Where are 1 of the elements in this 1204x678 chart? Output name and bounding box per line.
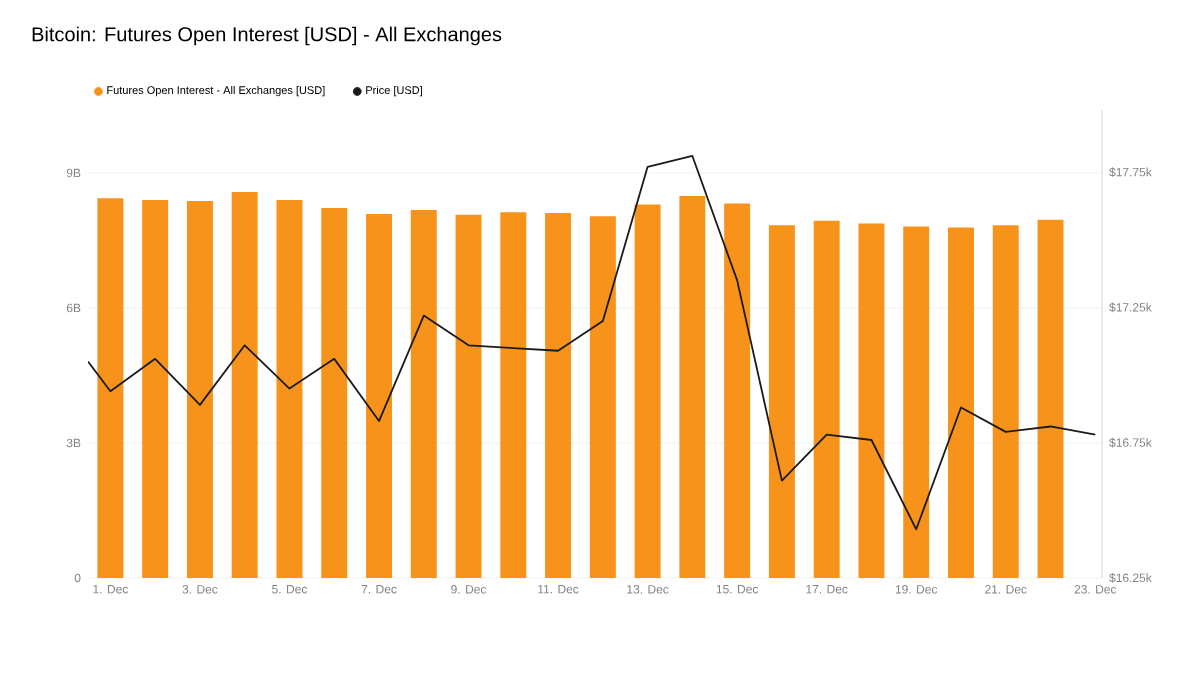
chart-title: Bitcoin: Futures Open Interest [USD] - All Exchanges [32, 26, 502, 46]
